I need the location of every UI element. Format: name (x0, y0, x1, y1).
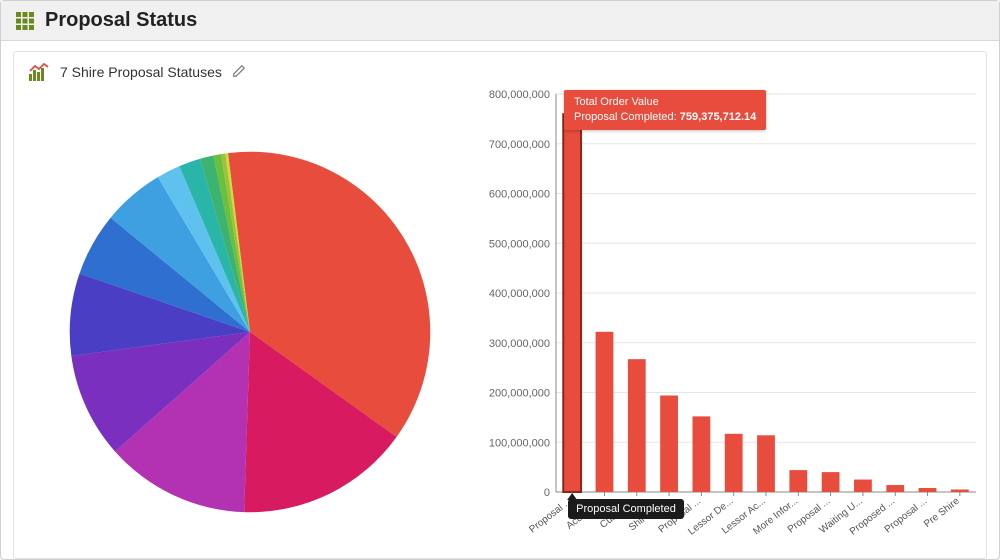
tooltip-title: Total Order Value (574, 95, 756, 110)
panel-title: 7 Shire Proposal Statuses (60, 64, 222, 80)
ytick-label: 400,000,000 (489, 288, 550, 300)
bar[interactable] (886, 485, 904, 492)
bar[interactable] (919, 488, 937, 492)
ytick-label: 100,000,000 (489, 437, 550, 449)
bar[interactable] (563, 114, 581, 492)
charts-row: Total Order Value Proposal Completed: 75… (14, 88, 986, 558)
xtick-label: Proposal ... (527, 496, 574, 536)
ytick-label: 200,000,000 (489, 388, 550, 400)
ytick-label: 800,000,000 (489, 89, 550, 101)
panel-header: 7 Shire Proposal Statuses (14, 52, 986, 88)
bar[interactable] (596, 332, 614, 492)
chart-combo-icon (28, 62, 50, 82)
bar[interactable] (628, 359, 646, 492)
bar-tooltip: Total Order Value Proposal Completed: 75… (564, 90, 766, 130)
chart-panel: 7 Shire Proposal Statuses Total Order Va… (13, 51, 987, 559)
tooltip-value: 759,375,712.14 (680, 111, 756, 123)
bar[interactable] (725, 434, 743, 492)
bar[interactable] (757, 435, 775, 492)
ytick-label: 500,000,000 (489, 238, 550, 250)
bar-chart[interactable]: Total Order Value Proposal Completed: 75… (486, 88, 986, 558)
bar[interactable] (660, 395, 678, 492)
edit-icon[interactable] (232, 64, 246, 81)
xtick-label: Pre Shire (922, 495, 962, 530)
ytick-label: 700,000,000 (489, 139, 550, 151)
bar[interactable] (951, 490, 969, 492)
axis-label-tooltip: Proposal Completed (568, 499, 684, 519)
bar[interactable] (693, 416, 711, 492)
page-header: Proposal Status (1, 1, 999, 41)
page-title: Proposal Status (45, 9, 197, 32)
dashboard-page: Proposal Status 7 Shire Proposal Statuse… (0, 0, 1000, 560)
pie-chart[interactable] (14, 88, 486, 558)
ytick-label: 0 (544, 487, 550, 499)
ytick-label: 300,000,000 (489, 338, 550, 350)
bar[interactable] (789, 470, 807, 492)
ytick-label: 600,000,000 (489, 189, 550, 201)
grid-icon (15, 11, 35, 31)
tooltip-label: Proposal Completed: (574, 111, 677, 123)
bar[interactable] (854, 480, 872, 492)
bar[interactable] (822, 472, 840, 492)
